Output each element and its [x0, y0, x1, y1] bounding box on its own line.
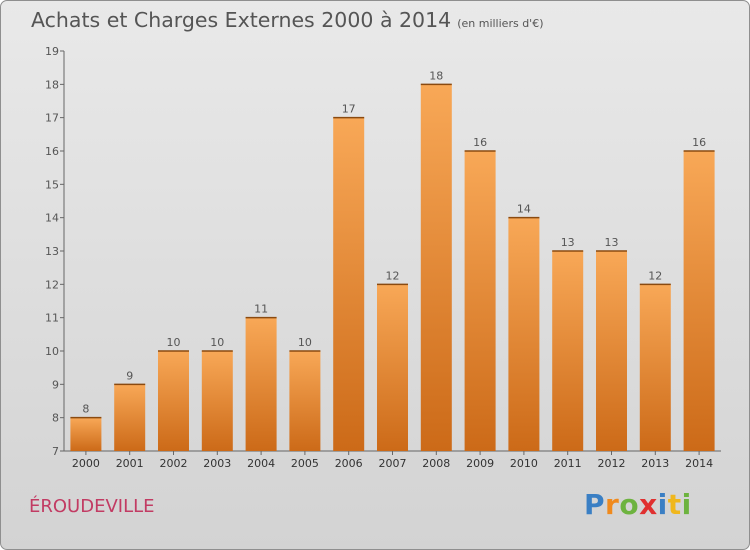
- commune-name: ÉROUDEVILLE: [29, 496, 155, 517]
- logo-letter: P: [584, 488, 606, 521]
- logo-letter: x: [639, 488, 658, 521]
- bar-value-label: 16: [692, 136, 706, 149]
- bar-value-label: 18: [429, 69, 443, 82]
- bar-value-label: 11: [254, 303, 268, 316]
- x-tick-label: 2011: [554, 457, 582, 470]
- bar: [70, 417, 102, 451]
- bar: [639, 284, 671, 451]
- x-tick-label: 2008: [422, 457, 450, 470]
- x-tick-label: 2000: [72, 457, 100, 470]
- x-tick-label: 2014: [685, 457, 713, 470]
- bar-value-label: 10: [210, 336, 224, 349]
- y-tick-label: 16: [45, 145, 59, 158]
- bar: [114, 384, 146, 451]
- y-tick-label: 10: [45, 345, 59, 358]
- bar-value-label: 14: [517, 203, 531, 216]
- y-tick-label: 17: [45, 112, 59, 125]
- bar-value-label: 10: [167, 336, 181, 349]
- bar: [508, 217, 540, 451]
- chart-title-text: Achats et Charges Externes 2000 à 2014: [31, 8, 452, 32]
- x-tick-label: 2013: [641, 457, 669, 470]
- chart-title: Achats et Charges Externes 2000 à 2014 (e…: [31, 8, 543, 32]
- bar-value-label: 16: [473, 136, 487, 149]
- x-tick-label: 2007: [379, 457, 407, 470]
- x-tick-label: 2006: [335, 457, 363, 470]
- y-tick-label: 19: [45, 45, 59, 58]
- y-tick-label: 7: [52, 445, 59, 458]
- chart-subtitle: (en milliers d'€): [457, 17, 544, 30]
- x-tick-label: 2005: [291, 457, 319, 470]
- bar-value-label: 17: [342, 103, 356, 116]
- y-tick-label: 11: [45, 312, 59, 325]
- logo-letter: t: [667, 488, 682, 521]
- x-tick-label: 2012: [598, 457, 626, 470]
- bar-value-label: 12: [386, 269, 400, 282]
- x-tick-label: 2010: [510, 457, 538, 470]
- x-tick-label: 2003: [203, 457, 231, 470]
- logo-letter: r: [605, 488, 620, 521]
- bar: [552, 251, 584, 451]
- bar: [683, 151, 715, 451]
- y-tick-label: 9: [52, 378, 59, 391]
- y-tick-label: 15: [45, 178, 59, 191]
- bar: [333, 117, 365, 452]
- bar-value-label: 13: [561, 236, 575, 249]
- bar-value-label: 12: [648, 269, 662, 282]
- bar-value-label: 9: [126, 369, 133, 382]
- y-tick-label: 12: [45, 278, 59, 291]
- y-tick-label: 18: [45, 78, 59, 91]
- logo-letter: i: [681, 488, 692, 521]
- bar: [596, 251, 627, 451]
- bar-value-label: 13: [605, 236, 619, 249]
- logo-letter: i: [657, 488, 668, 521]
- x-tick-label: 2009: [466, 457, 494, 470]
- x-tick-label: 2004: [247, 457, 275, 470]
- bar: [464, 151, 496, 451]
- x-tick-label: 2001: [116, 457, 144, 470]
- bar: [377, 284, 408, 451]
- y-tick-label: 13: [45, 245, 59, 258]
- bar: [289, 351, 321, 451]
- proxiti-logo: Proxiti: [584, 488, 692, 521]
- bar-value-label: 10: [298, 336, 312, 349]
- y-tick-label: 14: [45, 212, 59, 225]
- bar: [201, 351, 233, 451]
- bar: [158, 351, 189, 451]
- bar: [245, 317, 277, 451]
- y-tick-label: 8: [52, 412, 59, 425]
- logo-letter: o: [619, 488, 640, 521]
- x-tick-label: 2002: [160, 457, 188, 470]
- bar: [420, 84, 452, 451]
- bar-value-label: 8: [82, 403, 89, 416]
